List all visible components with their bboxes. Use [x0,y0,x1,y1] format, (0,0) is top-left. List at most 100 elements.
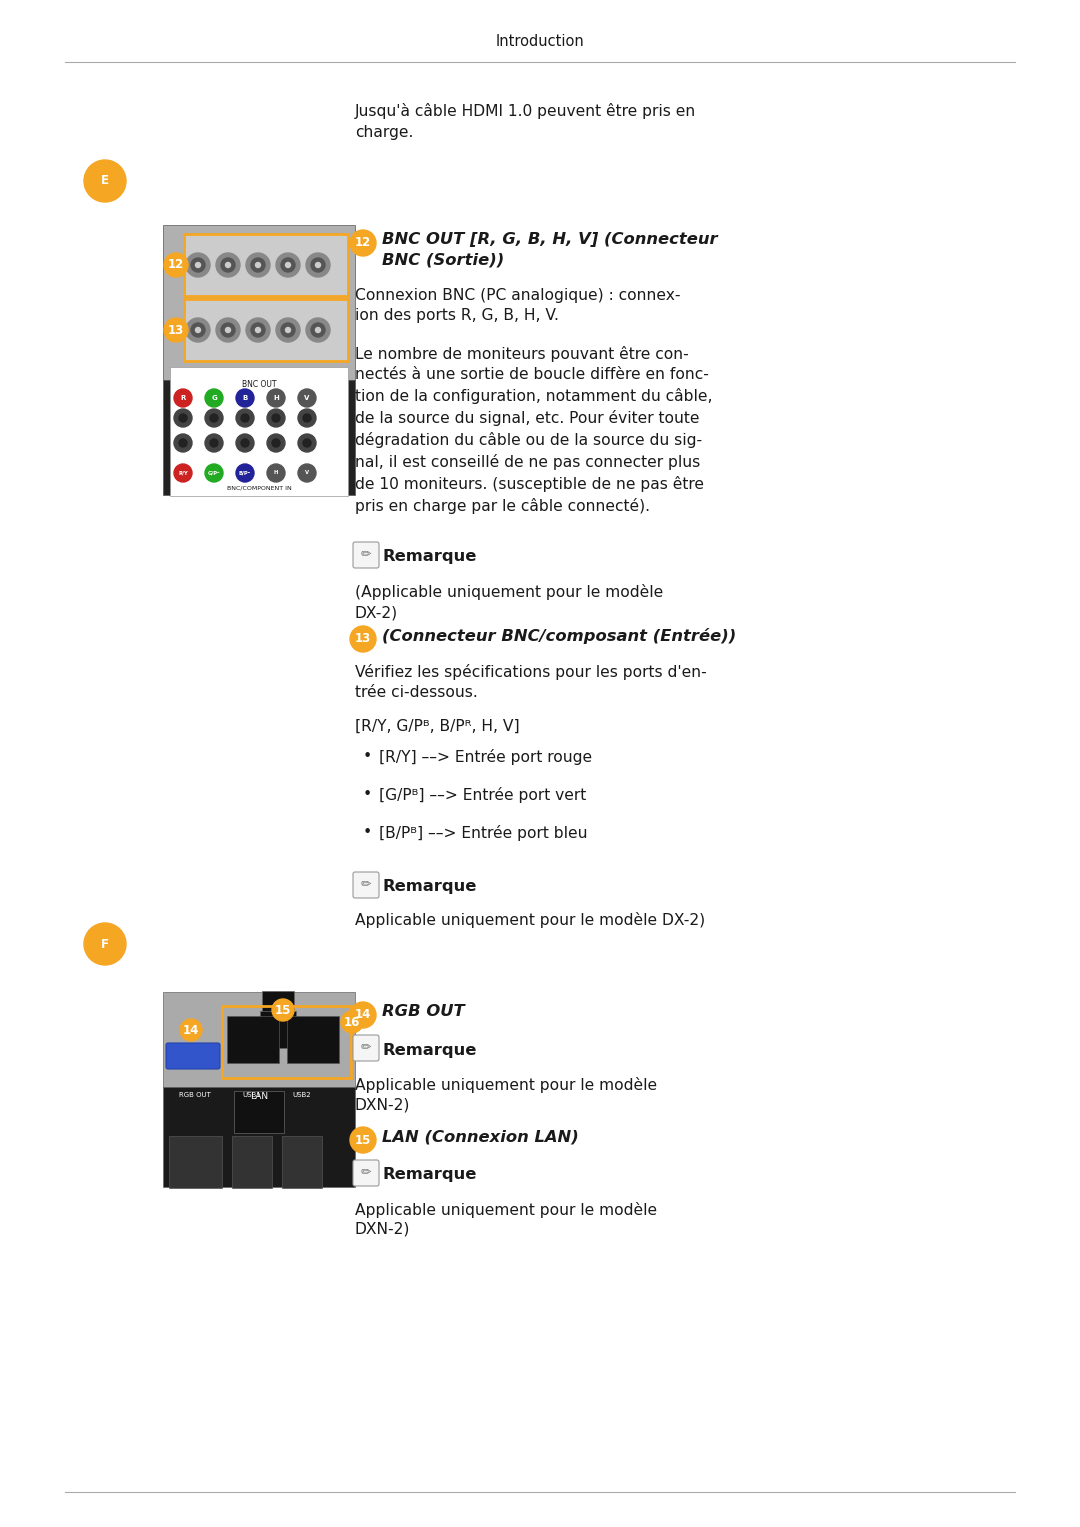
Circle shape [180,1019,202,1041]
Text: RGB OUT: RGB OUT [179,1092,211,1098]
Circle shape [179,438,187,447]
Circle shape [303,414,311,421]
Text: H: H [274,470,279,475]
Text: Remarque: Remarque [383,1043,477,1058]
FancyBboxPatch shape [353,1161,379,1186]
Text: Remarque: Remarque [383,880,477,895]
Circle shape [186,253,210,276]
Circle shape [350,626,376,652]
Text: [B/Pᴮ] ––> Entrée port bleu: [B/Pᴮ] ––> Entrée port bleu [379,825,588,841]
Circle shape [191,258,205,272]
Circle shape [186,318,210,342]
Circle shape [221,324,235,337]
Text: V: V [305,395,310,402]
Bar [163,993,355,1087]
Circle shape [241,438,249,447]
Circle shape [195,263,201,267]
Circle shape [246,253,270,276]
Circle shape [256,263,260,267]
Circle shape [205,409,222,428]
Text: •: • [363,786,373,802]
Circle shape [195,327,201,333]
FancyBboxPatch shape [353,872,379,898]
Circle shape [164,253,188,276]
Circle shape [315,263,321,267]
Text: E: E [102,174,109,188]
Circle shape [285,327,291,333]
Text: ✏: ✏ [361,878,372,892]
Text: Connexion BNC (PC analogique) : connex-: Connexion BNC (PC analogique) : connex- [355,289,680,302]
Circle shape [84,160,126,202]
Circle shape [174,389,192,408]
Text: ✏: ✏ [361,548,372,562]
Circle shape [226,263,230,267]
Text: [R/Y, G/Pᴮ, B/Pᴿ, H, V]: [R/Y, G/Pᴮ, B/Pᴿ, H, V] [355,719,519,734]
FancyBboxPatch shape [262,991,294,1015]
Text: 16: 16 [343,1015,361,1029]
Circle shape [315,327,321,333]
Bar [163,224,355,380]
FancyBboxPatch shape [234,1090,284,1133]
FancyBboxPatch shape [232,1136,272,1188]
Text: Applicable uniquement pour le modèle: Applicable uniquement pour le modèle [355,1077,657,1093]
FancyBboxPatch shape [353,1035,379,1061]
Circle shape [210,438,218,447]
Text: G/Pᴮ: G/Pᴮ [207,470,220,475]
Circle shape [281,324,295,337]
Circle shape [276,318,300,342]
Circle shape [276,253,300,276]
Text: Remarque: Remarque [383,550,477,565]
FancyBboxPatch shape [166,1043,220,1069]
Text: ✏: ✏ [361,1167,372,1179]
Circle shape [191,324,205,337]
Text: DXN-2): DXN-2) [355,1096,410,1112]
Circle shape [272,438,280,447]
Text: Applicable uniquement pour le modèle DX-2): Applicable uniquement pour le modèle DX-… [355,912,705,928]
Circle shape [285,263,291,267]
FancyBboxPatch shape [260,1011,296,1048]
Text: BNC OUT [R, G, B, H, V] (Connecteur
BNC (Sortie)): BNC OUT [R, G, B, H, V] (Connecteur BNC … [382,232,717,267]
Circle shape [272,414,280,421]
FancyBboxPatch shape [282,1136,322,1188]
Circle shape [298,464,316,483]
FancyBboxPatch shape [184,299,348,360]
Bar [163,1087,355,1186]
Circle shape [267,464,285,483]
Circle shape [311,258,325,272]
Circle shape [174,409,192,428]
Circle shape [174,434,192,452]
Circle shape [306,318,330,342]
Circle shape [272,999,294,1022]
Circle shape [256,327,260,333]
Circle shape [267,409,285,428]
FancyBboxPatch shape [184,234,348,296]
Circle shape [205,434,222,452]
Bar [163,380,355,495]
Circle shape [350,231,376,257]
Text: LAN: LAN [249,1092,268,1101]
Text: BNC OUT: BNC OUT [242,380,276,389]
Text: 15: 15 [274,1003,292,1017]
Circle shape [226,327,230,333]
Circle shape [216,318,240,342]
Circle shape [205,464,222,483]
FancyBboxPatch shape [170,366,348,496]
Circle shape [306,253,330,276]
Circle shape [237,434,254,452]
Circle shape [350,1127,376,1153]
Text: ion des ports R, G, B, H, V.: ion des ports R, G, B, H, V. [355,308,558,324]
FancyBboxPatch shape [227,1015,279,1063]
Text: Jusqu'à câble HDMI 1.0 peuvent être pris en: Jusqu'à câble HDMI 1.0 peuvent être pris… [355,102,697,119]
Circle shape [237,464,254,483]
Circle shape [205,389,222,408]
FancyBboxPatch shape [353,542,379,568]
Circle shape [210,414,218,421]
Circle shape [251,324,265,337]
Text: H: H [273,395,279,402]
Text: Le nombre de moniteurs pouvant être con-
nectés à une sortie de boucle diffère e: Le nombre de moniteurs pouvant être con-… [355,347,713,513]
Text: [R/Y] ––> Entrée port rouge: [R/Y] ––> Entrée port rouge [379,750,592,765]
Circle shape [241,414,249,421]
Circle shape [267,389,285,408]
Text: B/Pᴿ: B/Pᴿ [239,470,252,475]
Text: LAN (Connexion LAN): LAN (Connexion LAN) [382,1128,579,1144]
